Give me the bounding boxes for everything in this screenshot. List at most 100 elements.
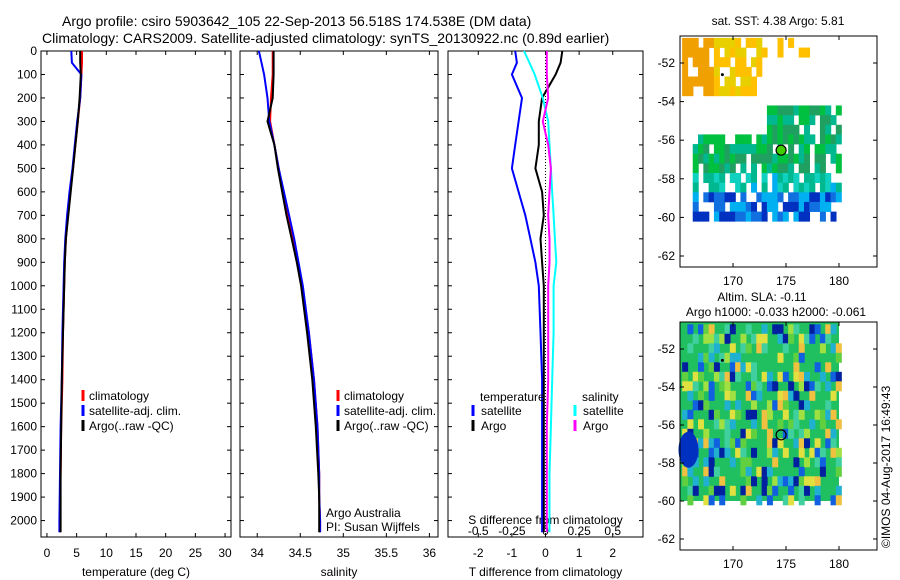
sla-cell bbox=[719, 371, 726, 382]
y-tick-label: 600 bbox=[17, 185, 37, 199]
sst-cell bbox=[782, 124, 789, 135]
sla-cell bbox=[735, 438, 742, 449]
sla-cell bbox=[729, 390, 736, 401]
sla-cell bbox=[703, 381, 710, 392]
sst-cell bbox=[782, 105, 789, 116]
figure-title: Argo profile: csiro 5903642_105 22-Sep-2… bbox=[62, 13, 532, 29]
sla-cell bbox=[703, 324, 710, 335]
sla-cell bbox=[740, 343, 747, 354]
y-tick-label: 700 bbox=[17, 208, 37, 222]
sla-cell bbox=[830, 438, 837, 449]
map-lat-label: -60 bbox=[658, 210, 676, 224]
sla-cell bbox=[751, 362, 758, 373]
sla-cell bbox=[724, 371, 731, 382]
sst-cell bbox=[708, 37, 715, 48]
sst-cell bbox=[772, 201, 779, 212]
sst-cell bbox=[830, 115, 837, 126]
sla-cell bbox=[703, 352, 710, 363]
sst-cell bbox=[756, 153, 763, 164]
sst-cell bbox=[692, 163, 699, 174]
y-tick-label: 800 bbox=[17, 232, 37, 246]
y-tick-label: 900 bbox=[17, 255, 37, 269]
sst-cell bbox=[782, 182, 789, 193]
sst-cell bbox=[751, 201, 758, 212]
sst-cell bbox=[766, 192, 773, 203]
sst-cell bbox=[735, 201, 742, 212]
sst-cell bbox=[804, 124, 811, 135]
sst-cell bbox=[735, 144, 742, 155]
sla-cell bbox=[708, 333, 715, 344]
x2-tick-label: 0 bbox=[542, 524, 549, 538]
sla-cell bbox=[788, 381, 795, 392]
sla-cell bbox=[761, 343, 768, 354]
sla-cell bbox=[772, 400, 779, 411]
sst-cell bbox=[809, 134, 816, 145]
sst-cell bbox=[756, 37, 763, 48]
sst-cell bbox=[761, 192, 768, 203]
float-position-marker bbox=[775, 429, 787, 441]
sst-cell bbox=[804, 201, 811, 212]
sla-cell bbox=[692, 400, 699, 411]
sla-cell bbox=[788, 390, 795, 401]
sst-cell bbox=[713, 173, 720, 184]
sla-cell bbox=[814, 476, 821, 487]
sla-cell bbox=[682, 409, 689, 420]
sla-cell bbox=[772, 447, 779, 458]
sla-cell bbox=[729, 409, 736, 420]
sla-cell bbox=[687, 485, 694, 496]
sst-cell bbox=[729, 144, 736, 155]
sla-cell bbox=[729, 419, 736, 430]
sst-cell bbox=[751, 182, 758, 193]
sst-cell bbox=[729, 173, 736, 184]
sst-cell bbox=[719, 134, 726, 145]
sla-cell bbox=[719, 419, 726, 430]
sla-cell bbox=[713, 343, 720, 354]
sst-cell bbox=[772, 115, 779, 126]
sla-cell bbox=[735, 362, 742, 373]
sst-cell bbox=[729, 201, 736, 212]
sla-map-title: Altim. SLA: -0.11 bbox=[717, 290, 806, 304]
sst-cell bbox=[682, 57, 689, 68]
legend-label: Argo(..raw -QC) bbox=[89, 419, 174, 433]
sst-cell bbox=[703, 192, 710, 203]
sst-cell bbox=[708, 173, 715, 184]
sla-cell bbox=[809, 390, 816, 401]
sla-cell bbox=[682, 466, 689, 477]
sst-cell bbox=[687, 76, 694, 87]
sst-cell bbox=[708, 76, 715, 87]
sst-cell bbox=[682, 86, 689, 97]
sla-cell bbox=[809, 476, 816, 487]
sst-cell bbox=[788, 115, 795, 126]
sst-cell bbox=[804, 182, 811, 193]
sla-cell bbox=[798, 400, 805, 411]
sst-cell bbox=[798, 47, 805, 58]
x-axis-label: salinity bbox=[321, 565, 358, 579]
legend-label: Argo(..raw -QC) bbox=[344, 419, 429, 433]
sla-cell bbox=[724, 400, 731, 411]
series-line-argo-raw-qc- bbox=[266, 51, 321, 533]
sst-cell bbox=[766, 201, 773, 212]
sla-cell bbox=[782, 343, 789, 354]
sst-cell bbox=[819, 134, 826, 145]
y-tick-label: 1300 bbox=[10, 349, 37, 363]
sst-cell bbox=[777, 173, 784, 184]
sla-cell bbox=[761, 333, 768, 344]
legend-label: satellite-adj. clim. bbox=[344, 404, 436, 418]
sla-cell bbox=[788, 476, 795, 487]
sst-cell bbox=[692, 201, 699, 212]
sst-cell bbox=[782, 163, 789, 174]
map-lat-label: -56 bbox=[658, 418, 676, 432]
sst-cell bbox=[687, 47, 694, 58]
sst-cell bbox=[777, 192, 784, 203]
sla-cell bbox=[735, 409, 742, 420]
sla-cell bbox=[692, 457, 699, 468]
sla-cell bbox=[809, 324, 816, 335]
sst-cell bbox=[745, 201, 752, 212]
sst-cell bbox=[830, 134, 837, 145]
sst-cell bbox=[713, 134, 720, 145]
sla-cell bbox=[830, 495, 837, 506]
sst-cell bbox=[804, 144, 811, 155]
sst-cell bbox=[819, 201, 826, 212]
sst-cell bbox=[819, 105, 826, 116]
sst-cell bbox=[798, 163, 805, 174]
